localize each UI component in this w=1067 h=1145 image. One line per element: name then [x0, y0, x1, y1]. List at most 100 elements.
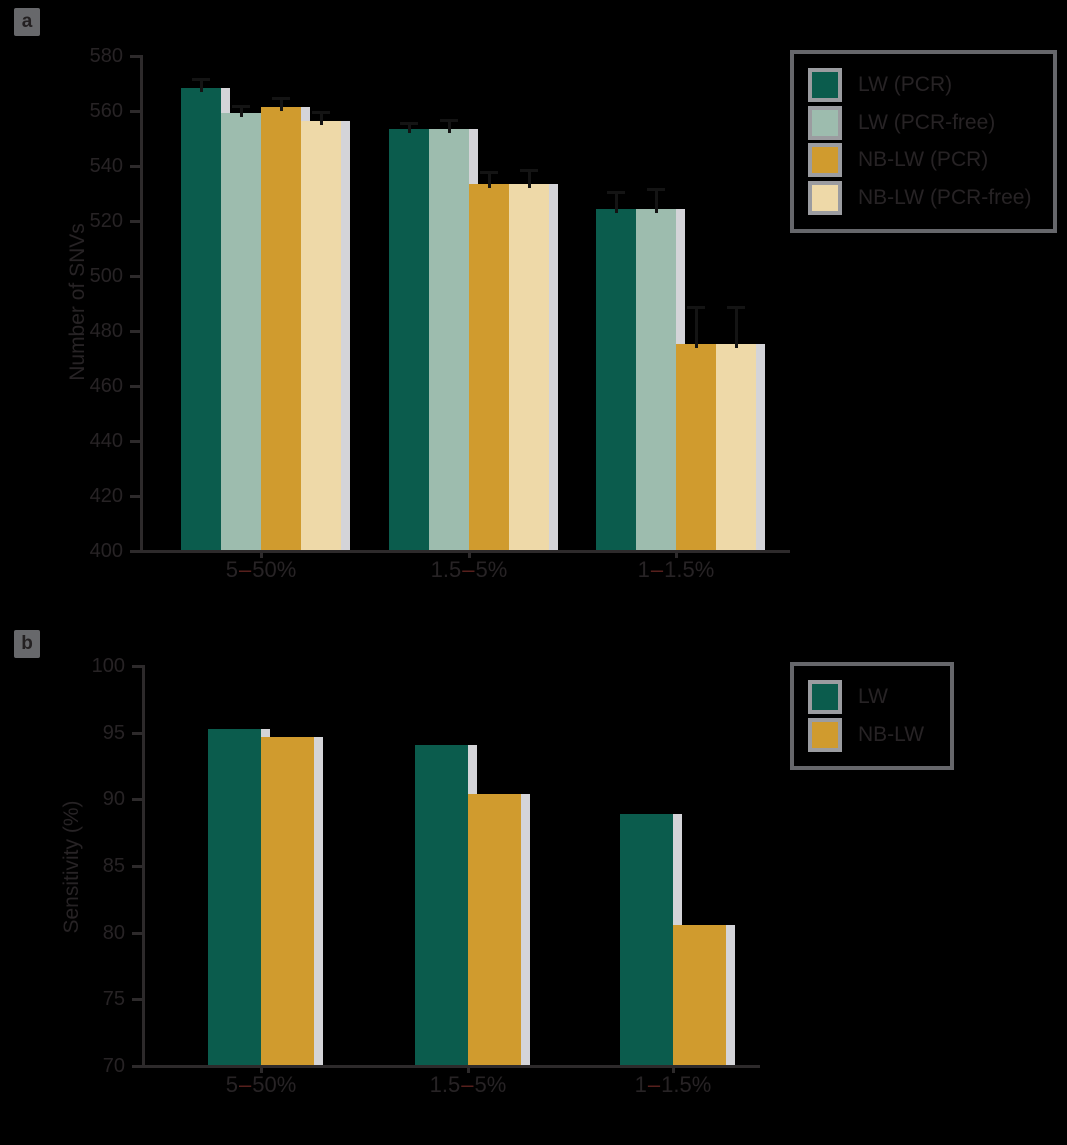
panel_a-bar-nb-lw-pcr-free-	[716, 343, 756, 550]
panel_a-y-axis-line	[140, 55, 143, 553]
panel_a-error-bar-stem	[527, 170, 531, 189]
panel_b-y-tick-mark	[132, 665, 142, 668]
panel_a-x-tick-mark	[674, 550, 678, 558]
panel_a-legend-entry: NB-LW (PCR-free)	[808, 181, 1039, 216]
legend-entry-label: NB-LW (PCR)	[858, 148, 989, 172]
panel_a-bar-lw-pcr-free-	[636, 209, 676, 550]
category-range-high: 5%	[474, 1072, 507, 1097]
category-range-dash: –	[238, 557, 252, 582]
legend-swatch-nb-lw-pcr-free-	[812, 185, 838, 212]
panel_a-x-tick-mark	[259, 550, 263, 558]
panel_a-error-bar-stem	[407, 123, 411, 134]
legend-swatch-frame	[808, 67, 842, 102]
category-range-low: 1.5	[429, 1072, 461, 1097]
panel_b-y-tick-mark	[132, 931, 142, 935]
category-range-low: 1	[637, 557, 650, 582]
panel_a-y-tick-mark	[130, 275, 140, 278]
panel_b-legend-entry: NB-LW	[808, 718, 936, 752]
legend-swatch-frame	[808, 718, 842, 752]
panel_a-bar-nb-lw-pcr-free-	[301, 121, 341, 550]
panel_a-y-tick-mark	[130, 165, 140, 168]
panel_a-bar-lw-pcr-	[181, 88, 221, 550]
category-range-dash: –	[650, 557, 664, 582]
panel_a-error-bar-cap	[232, 105, 250, 109]
panel_a-error-bar-cap	[440, 119, 458, 122]
panel_a-y-tick-mark	[130, 440, 140, 443]
panel_a-error-bar-cap	[192, 77, 210, 81]
category-range-dash: –	[461, 1072, 474, 1097]
panel_a-bar-nb-lw-pcr-	[261, 107, 301, 550]
panel_a-y-tick-label: 420	[89, 485, 123, 507]
panel_b-y-tick-label: 70	[102, 1055, 125, 1077]
panel_b-x-tick-mark	[466, 1065, 470, 1073]
panel_a-y-tick-label: 580	[89, 45, 123, 67]
panel_a-bar-lw-pcr-free-	[429, 129, 469, 550]
panel_a-y-tick-label: 480	[89, 320, 123, 342]
panel_a-error-bar-stem	[654, 189, 658, 213]
panel_a-bar-lw-pcr-	[389, 129, 429, 550]
panel_a-error-bar-stem	[319, 112, 323, 125]
panel_a-bar-nb-lw-pcr-free-	[509, 184, 549, 550]
panel_a-y-tick-mark	[130, 220, 140, 223]
panel_b-x-axis-line	[142, 1065, 760, 1068]
panel_a-error-bar-stem	[447, 121, 451, 134]
panel_a-legend-entry: LW (PCR)	[808, 67, 1039, 102]
panel_a-y-tick-mark	[130, 55, 140, 58]
legend-entry-label: LW	[858, 685, 888, 708]
panel_a-error-bar-cap	[520, 168, 538, 172]
category-range-high: 1.5%	[661, 1072, 712, 1097]
legend-entry-label: NB-LW	[858, 723, 925, 746]
panel_a-error-bar-stem	[279, 99, 283, 112]
panel_a-x-axis-line	[140, 550, 790, 553]
panel_a-error-bar-cap	[272, 97, 290, 100]
panel_b-bar-nb-lw	[261, 737, 314, 1065]
category-range-low: 1.5	[430, 557, 462, 582]
panel-a-marker: a	[14, 8, 40, 36]
panel_a-legend-entry: NB-LW (PCR)	[808, 143, 1039, 178]
panel_b-y-tick-mark	[132, 998, 142, 1002]
panel_a-error-bar-stem	[239, 107, 243, 117]
panel_b-x-tick-mark	[671, 1065, 675, 1073]
category-range-low: 1	[634, 1072, 647, 1097]
panel_a-bar-lw-pcr-free-	[221, 112, 261, 550]
panel_a-error-bar-cap	[400, 121, 418, 125]
panel_a-legend-entry: LW (PCR-free)	[808, 105, 1039, 140]
panel_a-x-category-label: 1.5–5%	[379, 557, 559, 583]
panel_b-y-tick-mark	[132, 1065, 142, 1068]
panel_b-x-category-label: 1–1.5%	[583, 1072, 763, 1098]
panel_a-y-tick-label: 540	[89, 155, 123, 177]
panel_a-y-tick-label: 400	[89, 540, 123, 562]
panel_a-error-bar-cap	[647, 187, 665, 191]
panel_a-error-bar-cap	[727, 306, 745, 309]
category-range-high: 1.5%	[664, 557, 715, 582]
panel_b-x-category-label: 5–50%	[171, 1072, 351, 1098]
panel_b-y-tick-mark	[132, 731, 142, 735]
panel_b-bar-nb-lw	[468, 794, 521, 1065]
panel-b-marker: b	[14, 630, 40, 658]
panel_a-bar-nb-lw-pcr-	[469, 184, 509, 550]
panel_b-bar-nb-lw	[673, 925, 726, 1065]
panel_a-bar-nb-lw-pcr-	[676, 343, 716, 550]
panel_b-y-tick-label: 75	[102, 988, 125, 1011]
legend-swatch-frame	[808, 143, 842, 178]
panel-a-legend: LW (PCR) LW (PCR-free) NB-LW (PCR) NB-LW (P…	[790, 50, 1057, 233]
category-range-high: 5%	[475, 557, 508, 582]
panel_a-y-tick-mark	[130, 495, 140, 498]
panel_b-bar-lw	[208, 729, 261, 1065]
panel_a-error-bar-stem	[694, 308, 698, 348]
panel_a-x-tick-mark	[467, 550, 471, 558]
panel_a-error-bar-cap	[312, 110, 330, 114]
legend-entry-label: LW (PCR)	[858, 72, 953, 96]
panel_a-x-category-label: 5–50%	[171, 557, 351, 583]
panel_a-error-bar-stem	[734, 308, 738, 348]
panel-b-legend: LW NB-LW	[790, 662, 954, 770]
panel_b-y-tick-label: 100	[91, 655, 125, 677]
panel_b-x-tick-mark	[259, 1065, 263, 1073]
panel_a-error-bar-cap	[607, 190, 625, 194]
panel_a-error-bar-stem	[614, 192, 618, 213]
panel_a-y-tick-label: 520	[89, 210, 123, 232]
panel_b-y-tick-label: 85	[102, 855, 125, 877]
panel_b-y-tick-mark	[132, 798, 142, 802]
category-range-dash: –	[647, 1072, 661, 1097]
